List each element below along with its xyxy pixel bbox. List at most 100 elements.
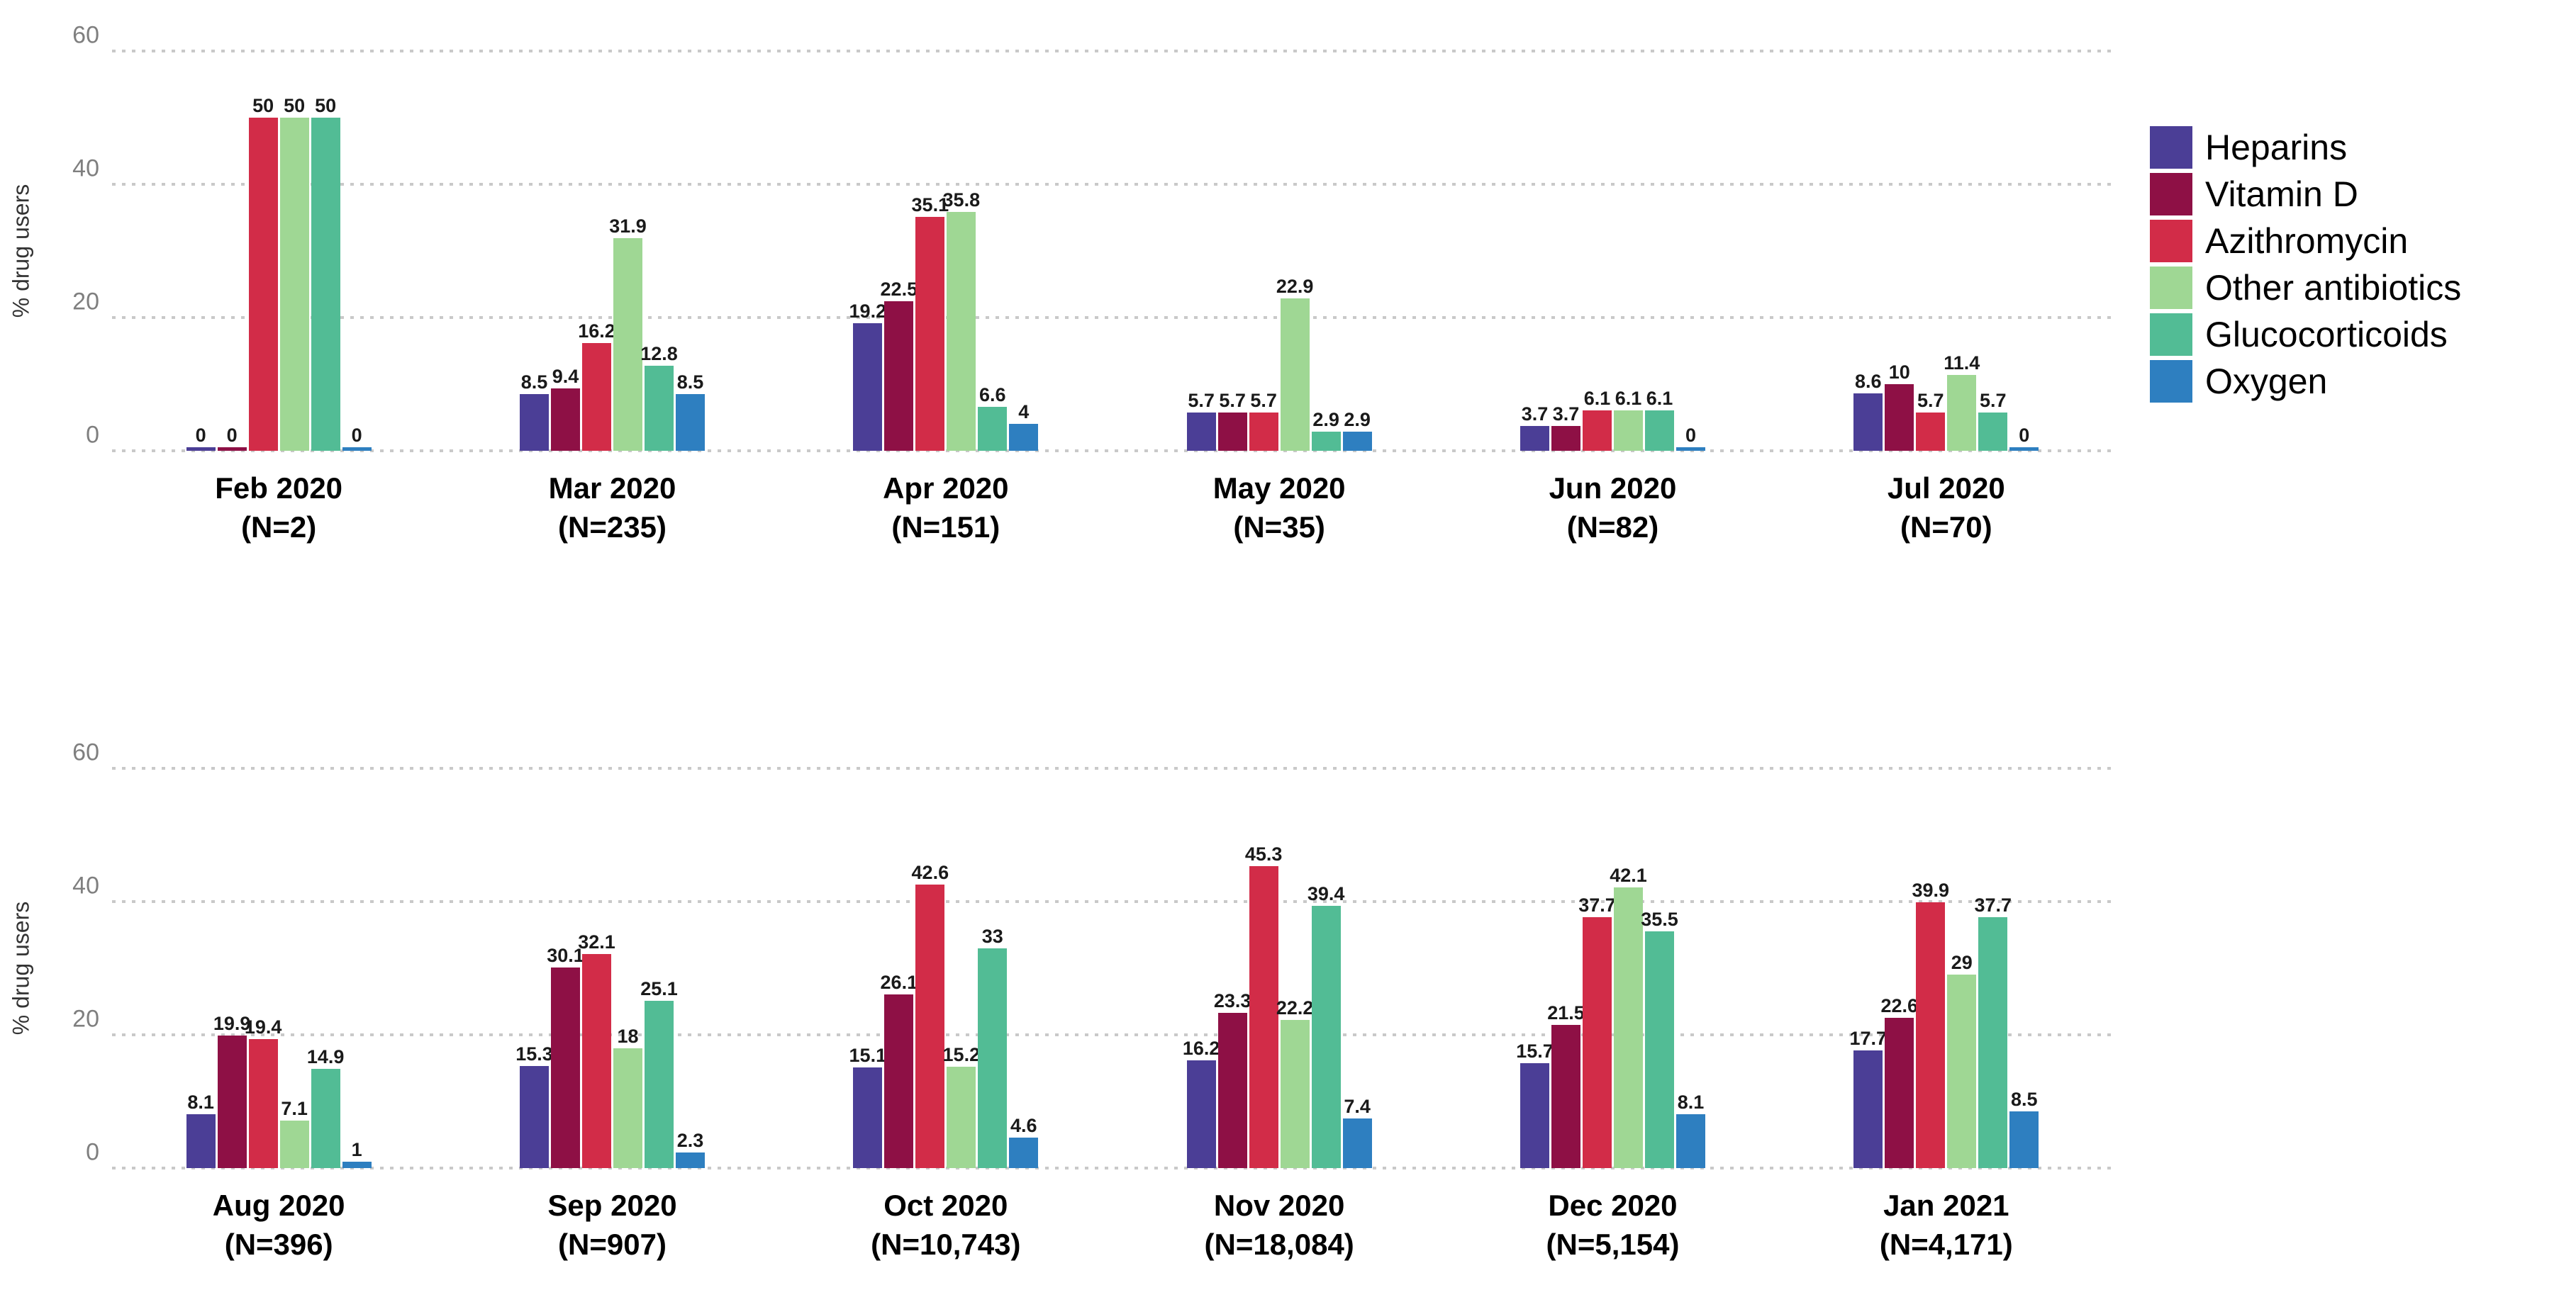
- bar-heparins: [1853, 393, 1883, 451]
- gridline-y20: [112, 316, 2113, 319]
- bar-value-label: 35.1: [911, 194, 949, 216]
- bar-heparins: [1853, 1050, 1883, 1168]
- month-label: Dec 2020: [1548, 1189, 1678, 1222]
- gridline-y0: [112, 1167, 2113, 1170]
- n-count-label: (N=18,084): [1204, 1227, 1354, 1261]
- month-label: Sep 2020: [547, 1189, 677, 1222]
- legend-label: Other antibiotics: [2205, 268, 2462, 308]
- bar-glucocorticoids: [1311, 431, 1341, 451]
- bar-value-label: 8.6: [1855, 371, 1882, 393]
- legend-item: Oxygen: [2150, 360, 2461, 403]
- bar-heparins: [519, 1066, 549, 1168]
- bar-value-label: 22.9: [1276, 275, 1314, 297]
- bar-value-label: 8.1: [1677, 1091, 1705, 1113]
- n-count-label: (N=10,743): [871, 1227, 1021, 1261]
- bar-value-label: 39.4: [1307, 882, 1345, 904]
- bar-cell: 42.6: [912, 768, 949, 1168]
- bar-cell: 2.3: [675, 768, 705, 1168]
- bar-vitamin-d: [1885, 1017, 1914, 1168]
- bar-value-label: 6.1: [1646, 387, 1673, 409]
- bar-value-label: 4.6: [1010, 1114, 1037, 1136]
- bar-cell: 18: [613, 768, 642, 1168]
- month-group: 8.6 10 5.7 11.4 5.7 0 Jul 2020 (N=70): [1780, 51, 2113, 544]
- month-label: Feb 2020: [215, 471, 343, 505]
- n-count-label: (N=70): [1900, 510, 1992, 544]
- bar-cell: 5.7: [1217, 51, 1247, 451]
- bar-value-label: 3.7: [1552, 403, 1580, 425]
- bar-value-label: 17.7: [1849, 1027, 1888, 1049]
- bar-cell: 8.1: [1675, 768, 1705, 1168]
- bar-cell: 32.1: [578, 768, 615, 1168]
- bar-azithromycin: [915, 884, 945, 1168]
- bar-azithromycin: [1249, 866, 1278, 1168]
- bar-other-antibiotics: [947, 1067, 976, 1168]
- bar-value-label: 5.7: [1188, 390, 1215, 412]
- legend-swatch-icon: [2150, 126, 2192, 169]
- bar-cell: 19.9: [213, 768, 250, 1168]
- bar-value-label: 7.4: [1344, 1096, 1371, 1118]
- bar-value-label: 32.1: [578, 931, 615, 953]
- bar-value-label: 6.1: [1615, 387, 1642, 409]
- bar-groups: 0 0 50 50 50 0 Feb 2020 (N=2) 8.5 9.4 16.2 31.9 12.8…: [112, 51, 2113, 544]
- bar-cell: 26.1: [881, 768, 918, 1168]
- bar-cell: 0: [342, 51, 372, 451]
- y-tick-label: 20: [72, 1005, 99, 1033]
- bar-oxygen: [1009, 424, 1039, 451]
- month-label: Apr 2020: [883, 471, 1009, 505]
- bar-cell: 42.1: [1610, 768, 1647, 1168]
- bar-cell: 30.1: [547, 768, 584, 1168]
- bar-cell: 3.7: [1551, 51, 1580, 451]
- bar-value-label: 22.6: [1880, 994, 1919, 1016]
- legend-label: Vitamin D: [2205, 174, 2358, 214]
- bar-vitamin-d: [217, 1035, 247, 1168]
- bars-row: 8.5 9.4 16.2 31.9 12.8 8.5: [519, 51, 705, 451]
- bars-row: 19.2 22.5 35.1 35.8 6.6 4: [849, 51, 1039, 451]
- bar-value-label: 8.5: [2011, 1089, 2038, 1111]
- bar-azithromycin: [1916, 902, 1946, 1168]
- bar-value-label: 14.9: [306, 1045, 345, 1067]
- bar-oxygen: [342, 447, 372, 451]
- bar-azithromycin: [248, 118, 278, 451]
- n-count-label: (N=907): [558, 1227, 667, 1261]
- bar-vitamin-d: [1551, 1024, 1580, 1168]
- bar-other-antibiotics: [1280, 298, 1310, 451]
- legend-swatch-icon: [2150, 173, 2192, 215]
- bar-value-label: 33: [981, 925, 1003, 947]
- bar-cell: 9.4: [550, 51, 580, 451]
- bar-azithromycin: [581, 954, 611, 1168]
- bar-glucocorticoids: [1311, 905, 1341, 1168]
- bar-cell: 15.1: [849, 768, 886, 1168]
- bar-cell: 17.7: [1850, 768, 1887, 1168]
- bars-row: 15.3 30.1 32.1 18 25.1 2.3: [515, 768, 705, 1168]
- bar-oxygen: [1009, 1137, 1039, 1168]
- bar-heparins: [186, 447, 216, 451]
- gridline-y60: [112, 767, 2113, 770]
- bars-row: 15.1 26.1 42.6 15.2 33 4.6: [849, 768, 1039, 1168]
- bar-cell: 0: [2009, 51, 2039, 451]
- bar-cell: 16.2: [578, 51, 615, 451]
- bar-cell: 19.2: [849, 51, 886, 451]
- bar-value-label: 21.5: [1547, 1002, 1585, 1023]
- bar-cell: 7.1: [279, 768, 309, 1168]
- bar-oxygen: [1342, 431, 1372, 451]
- bar-other-antibiotics: [279, 118, 309, 451]
- bar-cell: 0: [186, 51, 216, 451]
- bar-heparins: [1186, 413, 1216, 451]
- bar-value-label: 30.1: [547, 945, 584, 967]
- y-tick-label: 40: [72, 155, 99, 182]
- bar-oxygen: [675, 394, 705, 451]
- legend-label: Glucocorticoids: [2205, 315, 2448, 354]
- bar-value-label: 29: [1951, 952, 1973, 974]
- bar-azithromycin: [1916, 413, 1946, 451]
- bar-value-label: 10: [1888, 361, 1910, 383]
- bar-value-label: 31.9: [609, 215, 647, 237]
- bar-value-label: 0: [195, 425, 206, 446]
- month-label: Mar 2020: [548, 471, 676, 505]
- y-tick-label: 20: [72, 288, 99, 315]
- bar-cell: 33: [978, 768, 1008, 1168]
- bar-value-label: 15.3: [515, 1043, 553, 1065]
- bar-value-label: 19.9: [213, 1012, 251, 1034]
- month-group: 15.1 26.1 42.6 15.2 33 4.6 Oct 2020 (N=10,743): [779, 768, 1113, 1261]
- month-label: Jan 2021: [1883, 1189, 2009, 1222]
- bar-value-label: 5.7: [1980, 390, 2007, 412]
